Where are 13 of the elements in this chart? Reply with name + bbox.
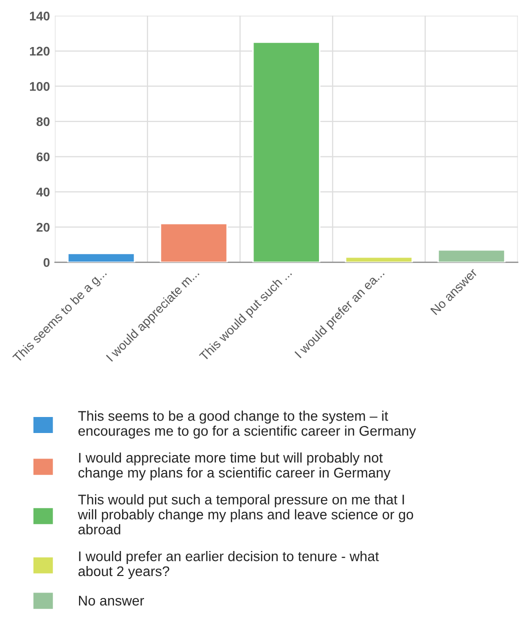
y-tick-label: 60 (36, 152, 50, 162)
y-tick-label: 120 (30, 46, 50, 56)
y-tick-label: 100 (30, 82, 50, 91)
legend-label: I would prefer an earlier decision to tenure - what about 2 years? (78, 551, 379, 579)
legend-label: I would appreciate more time but will probably not change my plans for a scientific career in Germany (78, 452, 390, 480)
legend-label: No answer (79, 596, 144, 606)
legend-label: This would put such a temporal pressure on me that I will probably change my plans and leave science or go abroad (78, 494, 414, 534)
legend-label: This seems to be a good change to the system – it encourages me to go for a scientific career in Germany (78, 410, 416, 439)
y-tick-label: 0 (44, 258, 50, 267)
y-tick-label: 20 (36, 222, 50, 232)
y-tick-label: 140 (30, 12, 50, 20)
y-tick-label: 80 (36, 117, 50, 126)
y-tick-label: 40 (36, 188, 50, 197)
